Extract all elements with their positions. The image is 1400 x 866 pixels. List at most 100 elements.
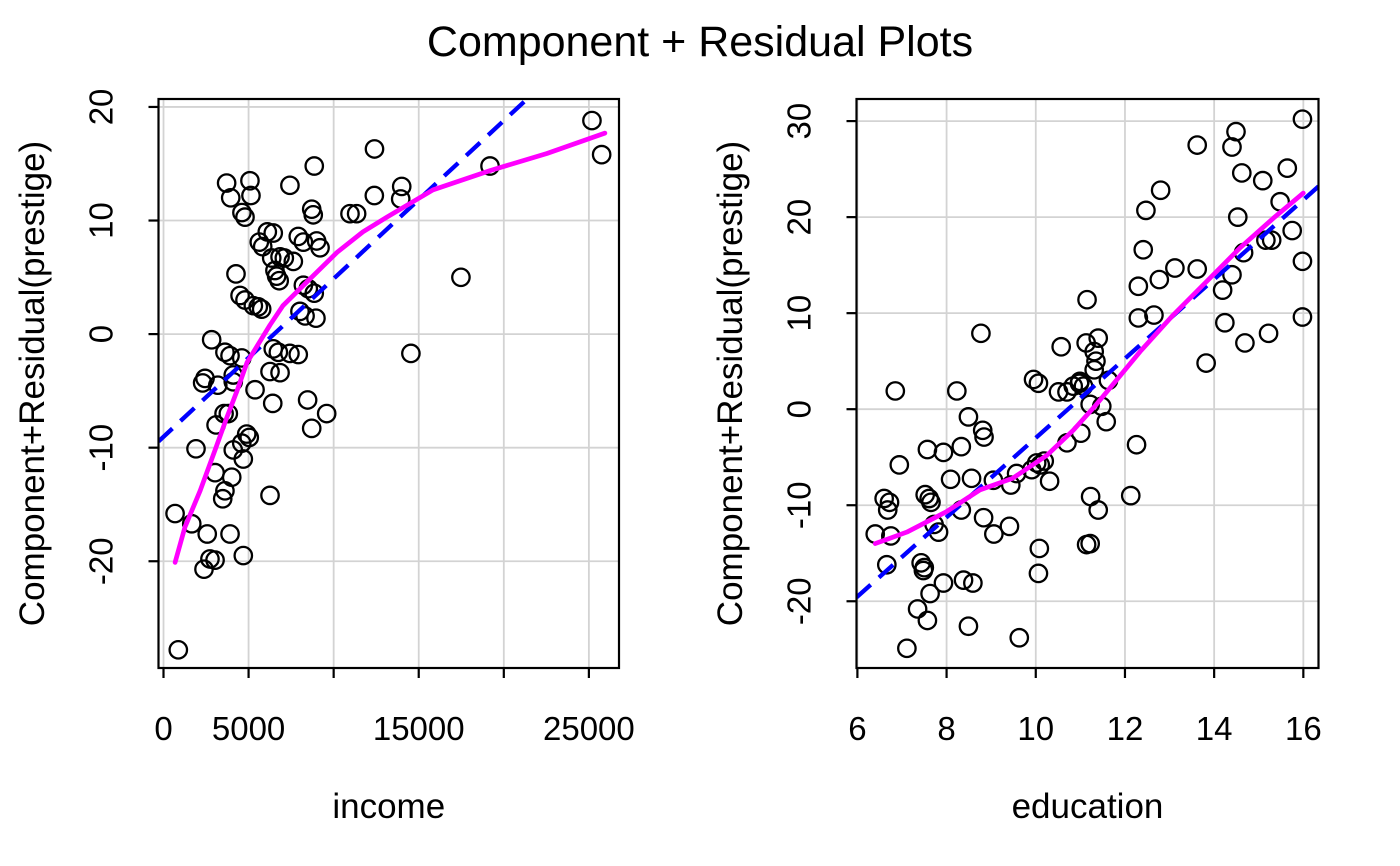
- data-point: [290, 301, 310, 322]
- x-tick-label: 8: [937, 710, 955, 747]
- data-point: [304, 283, 325, 304]
- x-tick-label: 15000: [373, 710, 465, 747]
- data-point: [946, 381, 967, 401]
- data-point: [1277, 158, 1298, 178]
- data-point: [186, 438, 206, 459]
- x-tick-label: 25000: [543, 710, 635, 747]
- data-point: [1006, 463, 1027, 484]
- data-point: [233, 449, 254, 469]
- x-tick-label: 16: [1285, 710, 1322, 747]
- data-point: [226, 264, 246, 284]
- data-point: [283, 251, 304, 272]
- data-point: [897, 638, 917, 659]
- data-point: [974, 427, 994, 447]
- data-point: [1235, 333, 1255, 353]
- data-point: [165, 503, 185, 524]
- data-point: [261, 248, 282, 268]
- data-point: [245, 379, 265, 400]
- plot-border: [157, 97, 621, 670]
- linear-fit-line: [856, 184, 1319, 600]
- data-point: [1149, 269, 1170, 290]
- data-point: [197, 524, 218, 544]
- data-point: [288, 344, 309, 365]
- data-point: [192, 373, 213, 393]
- data-point: [260, 485, 280, 506]
- y-tick-label: 10: [781, 295, 818, 332]
- data-point: [1028, 373, 1049, 394]
- data-point: [212, 488, 233, 509]
- data-point: [951, 436, 972, 457]
- data-point: [953, 570, 974, 590]
- data-point: [364, 139, 385, 159]
- x-tick-label: 5000: [212, 710, 285, 747]
- y-tick-label: 0: [781, 400, 818, 418]
- y-axis-label: Component+Residual(prestige): [711, 141, 750, 626]
- data-point: [1292, 307, 1313, 327]
- data-point: [251, 299, 272, 319]
- data-point: [1028, 563, 1049, 584]
- data-point: [889, 455, 910, 475]
- data-point: [1222, 137, 1242, 157]
- data-point: [1231, 163, 1252, 183]
- data-point: [233, 545, 254, 566]
- data-point: [1029, 538, 1050, 559]
- data-point: [310, 237, 330, 258]
- y-tick-label: 20: [83, 89, 120, 126]
- data-point: [999, 516, 1020, 537]
- data-point: [1077, 289, 1097, 310]
- data-point: [885, 381, 906, 401]
- data-point: [1057, 382, 1077, 402]
- data-point: [280, 175, 300, 196]
- data-point: [921, 492, 941, 513]
- data-point: [971, 323, 991, 344]
- data-point: [240, 170, 260, 191]
- y-tick-label: 30: [781, 103, 818, 140]
- x-tick-label: 14: [1196, 710, 1233, 747]
- data-point: [1136, 200, 1156, 221]
- y-tick-label: -20: [781, 577, 818, 625]
- x-tick-label: 6: [848, 710, 866, 747]
- data-point: [1282, 220, 1303, 241]
- data-point: [1133, 239, 1154, 260]
- data-point: [917, 439, 938, 460]
- data-point: [1258, 323, 1279, 344]
- data-point: [1144, 305, 1164, 325]
- data-point: [1009, 627, 1030, 648]
- data-point: [451, 267, 471, 288]
- data-point: [1187, 135, 1208, 155]
- data-point: [1196, 353, 1216, 373]
- data-point: [958, 407, 979, 427]
- data-point: [1126, 434, 1147, 455]
- data-point: [1023, 369, 1044, 390]
- data-point: [230, 285, 250, 306]
- data-point: [933, 442, 954, 463]
- x-axis-label: income: [332, 787, 445, 826]
- loess-smooth-line: [172, 130, 608, 565]
- data-point: [280, 343, 300, 364]
- x-tick-label: 12: [1107, 710, 1144, 747]
- y-tick-label: -20: [83, 537, 120, 585]
- data-point: [1212, 280, 1233, 300]
- y-axis-label: Component+Residual(prestige): [13, 141, 52, 626]
- data-point: [591, 144, 612, 165]
- data-point: [248, 296, 269, 317]
- data-point: [1039, 471, 1060, 492]
- data-point: [1165, 258, 1185, 278]
- data-point: [391, 176, 412, 197]
- data-point: [1187, 259, 1208, 279]
- data-point: [215, 480, 235, 501]
- data-point: [241, 185, 261, 206]
- data-point: [582, 110, 602, 131]
- y-tick-label: -10: [83, 424, 120, 472]
- data-point: [304, 156, 325, 176]
- data-point: [1252, 170, 1273, 191]
- data-point: [1080, 486, 1101, 507]
- data-point: [249, 232, 270, 252]
- panel-income: 0 5000 15000 25000 -20 -10 0 10 20 income Componen…: [13, 89, 635, 826]
- x-tick-label: 10: [1017, 710, 1054, 747]
- data-point: [1051, 336, 1072, 357]
- data-point: [1128, 308, 1149, 328]
- data-point: [268, 342, 289, 363]
